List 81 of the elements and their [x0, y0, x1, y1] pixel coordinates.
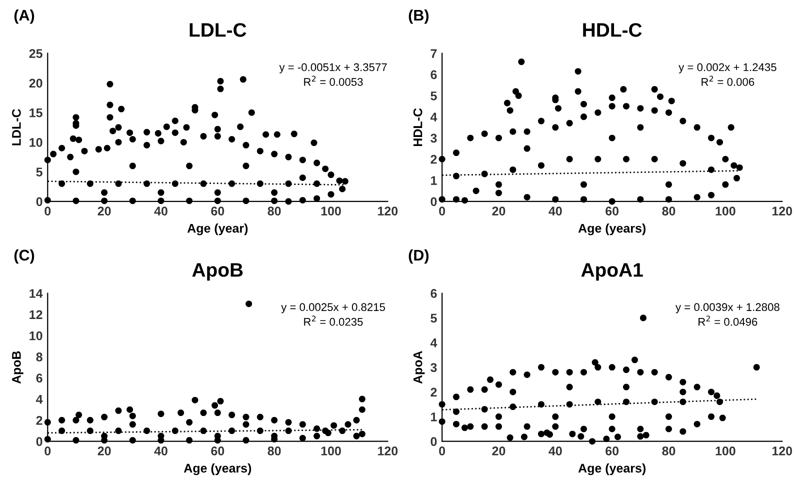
x-tick-label: 20	[98, 206, 111, 216]
y-tick-label: 5	[36, 168, 42, 176]
y-tick-label: 10	[30, 331, 42, 340]
annotation: R$^{2}$ = 0.006	[702, 76, 754, 86]
text: (C)	[14, 249, 34, 264]
y-tick-label: 5	[430, 314, 437, 323]
y-tick-label: 10	[30, 138, 42, 147]
x-tick-label: 60	[211, 206, 224, 216]
x-tick-label: 120	[772, 206, 792, 216]
x-tick-label: 80	[662, 446, 676, 456]
chart-title: LDL-C	[190, 23, 246, 37]
x-tick-label: 80	[268, 446, 281, 456]
text: (D)	[408, 249, 429, 264]
x-tick-label: 120	[772, 446, 792, 456]
y-tick-label: 25	[29, 49, 42, 58]
y-tick-label: 1	[431, 176, 437, 185]
x-axis-title: Age (years)	[184, 463, 252, 476]
text: (B)	[408, 9, 429, 24]
y-tick-label: 0	[430, 197, 437, 206]
annotation: y = 0.0025x + 0.8215	[281, 303, 385, 314]
x-tick-label: 20	[98, 446, 111, 456]
x-tick-label: 40	[548, 206, 562, 216]
y-tick-label: 2	[430, 154, 437, 164]
x-tick-label: 0	[44, 446, 51, 456]
y-tick-label: 6	[430, 70, 437, 80]
y-axis-title: HDL-C	[413, 108, 422, 146]
x-tick-label: 60	[606, 206, 619, 216]
x-tick-label: 40	[154, 446, 168, 456]
x-axis-title: Age (year)	[187, 224, 248, 236]
x-tick-label: 120	[378, 446, 398, 456]
y-tick-label: 14	[30, 289, 43, 298]
text: (A)	[14, 9, 34, 24]
y-tick-label: 6	[36, 374, 42, 383]
y-tick-label: 8	[36, 352, 42, 362]
x-tick-label: 80	[268, 206, 281, 216]
y-tick-label: 15	[30, 108, 42, 118]
x-tick-label: 40	[154, 206, 168, 216]
x-axis-title: Age (years)	[578, 463, 646, 476]
annotation: R$^{2}$ = 0.0235	[304, 316, 363, 326]
y-tick-label: 0	[430, 437, 437, 446]
chart-title: HDL-C	[583, 23, 642, 37]
y-tick-label: 4	[36, 394, 43, 404]
x-tick-label: 0	[439, 446, 446, 456]
x-tick-label: 100	[321, 206, 341, 216]
y-axis-title: ApoB	[12, 351, 24, 384]
x-tick-label: 0	[44, 206, 51, 216]
y-tick-label: 5	[430, 92, 437, 100]
y-tick-label: 4	[430, 338, 438, 348]
x-axis-title: Age (years)	[578, 224, 646, 236]
y-tick-label: 7	[430, 49, 437, 58]
y-tick-label: 20	[29, 78, 42, 88]
x-tick-label: 20	[492, 446, 506, 456]
x-tick-label: 100	[321, 446, 341, 456]
annotation: y = 0.0039x + 1.2808	[676, 303, 780, 314]
x-tick-label: 0	[439, 206, 446, 216]
x-tick-label: 80	[662, 206, 676, 216]
y-tick-label: 3	[430, 134, 437, 143]
annotation: R$^{2}$ = 0.0053	[304, 76, 363, 86]
y-tick-label: 12	[30, 310, 42, 319]
x-tick-label: 20	[492, 206, 506, 216]
x-tick-label: 40	[548, 446, 562, 456]
y-tick-label: 0	[36, 197, 42, 206]
y-axis-title: LDL-C	[12, 108, 21, 146]
y-tick-label: 1	[431, 412, 437, 422]
y-tick-label: 6	[430, 289, 437, 298]
annotation: R$^{2}$ = 0.0496	[698, 316, 758, 326]
y-tick-label: 2	[36, 416, 42, 425]
y-axis-title: ApoA	[414, 350, 425, 384]
y-tick-label: 3	[430, 363, 437, 372]
chart-title: ApoA1	[581, 263, 643, 281]
x-tick-label: 120	[378, 206, 398, 216]
y-tick-label: 0	[36, 437, 42, 446]
x-tick-label: 60	[606, 446, 619, 456]
annotation: y = 0.002x + 1.2435	[678, 63, 776, 74]
annotation: y = -0.0051x + 3.3577	[279, 63, 387, 74]
x-tick-label: 100	[716, 446, 736, 456]
chart-title: ApoB	[192, 263, 243, 281]
x-tick-label: 100	[716, 206, 736, 216]
y-tick-label: 4	[430, 112, 438, 122]
x-tick-label: 60	[211, 446, 224, 456]
y-tick-label: 2	[430, 388, 437, 397]
